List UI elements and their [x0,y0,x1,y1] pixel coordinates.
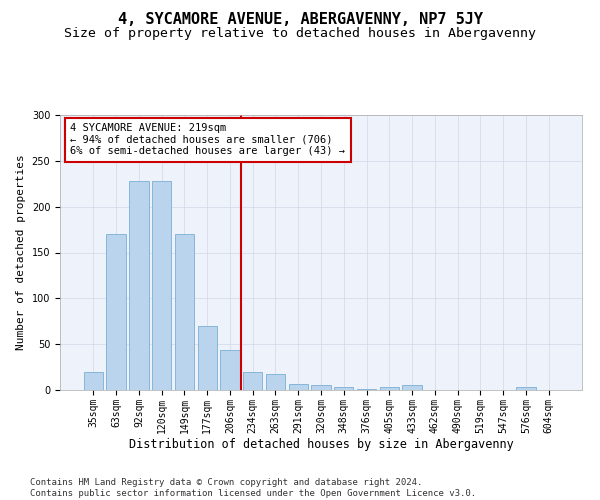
Bar [175,234,194,390]
Bar [266,374,285,390]
Text: Size of property relative to detached houses in Abergavenny: Size of property relative to detached ho… [64,28,536,40]
Bar [334,387,353,390]
Text: 4, SYCAMORE AVENUE, ABERGAVENNY, NP7 5JY: 4, SYCAMORE AVENUE, ABERGAVENNY, NP7 5JY [118,12,482,28]
Bar [357,389,376,390]
Text: Contains HM Land Registry data © Crown copyright and database right 2024.
Contai: Contains HM Land Registry data © Crown c… [30,478,476,498]
Bar [403,386,422,390]
X-axis label: Distribution of detached houses by size in Abergavenny: Distribution of detached houses by size … [128,438,514,452]
Bar [129,181,149,390]
Bar [152,181,172,390]
Bar [516,387,536,390]
Bar [243,372,262,390]
Text: 4 SYCAMORE AVENUE: 219sqm
← 94% of detached houses are smaller (706)
6% of semi-: 4 SYCAMORE AVENUE: 219sqm ← 94% of detac… [70,123,346,156]
Bar [380,387,399,390]
Bar [289,384,308,390]
Y-axis label: Number of detached properties: Number of detached properties [16,154,26,350]
Bar [311,384,331,390]
Bar [84,372,103,390]
Bar [220,350,239,390]
Bar [197,326,217,390]
Bar [106,234,126,390]
